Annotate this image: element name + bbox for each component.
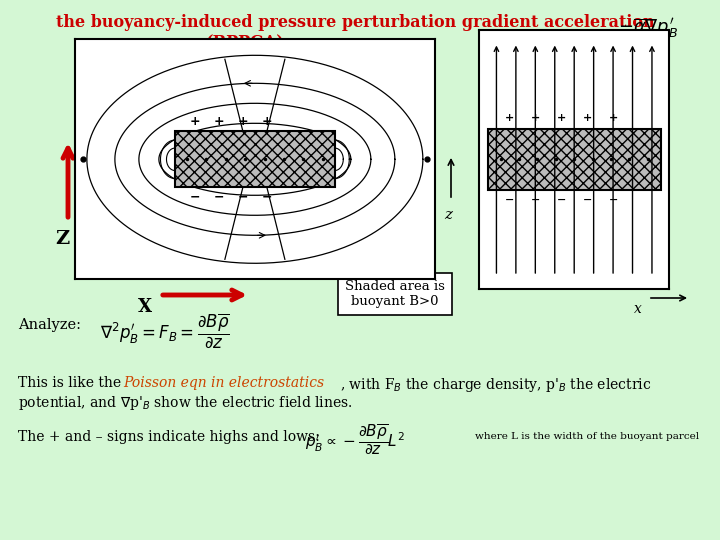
Text: z: z xyxy=(444,208,452,222)
Bar xyxy=(175,131,335,187)
Text: X: X xyxy=(138,298,152,316)
Text: Z: Z xyxy=(55,230,69,248)
Text: the buoyancy-induced pressure perturbation gradient acceleration: the buoyancy-induced pressure perturbati… xyxy=(55,14,654,31)
Text: +: + xyxy=(261,115,272,128)
Text: $\nabla^2 p_B^{\prime} =F_B= \dfrac{\partial B\overline{\rho}}{\partial z}$: $\nabla^2 p_B^{\prime} =F_B= \dfrac{\par… xyxy=(100,312,230,350)
Bar xyxy=(488,129,661,190)
Text: +: + xyxy=(189,115,200,128)
Text: −: − xyxy=(505,195,514,205)
Text: +: + xyxy=(214,115,224,128)
Bar xyxy=(488,129,661,190)
Text: +: + xyxy=(505,113,514,123)
Text: +: + xyxy=(238,115,248,128)
Bar xyxy=(175,131,335,187)
Text: Shaded area is
buoyant B>0: Shaded area is buoyant B>0 xyxy=(345,280,445,308)
Text: This is like the: This is like the xyxy=(18,376,125,390)
Text: +: + xyxy=(557,113,566,123)
Text: +: + xyxy=(582,113,592,123)
Text: −: − xyxy=(189,191,200,204)
Text: +: + xyxy=(608,113,618,123)
Text: −: − xyxy=(238,191,248,204)
Text: +: + xyxy=(531,113,540,123)
Text: −: − xyxy=(557,195,566,205)
Text: The + and – signs indicate highs and lows:: The + and – signs indicate highs and low… xyxy=(18,430,320,444)
Text: −: − xyxy=(531,195,540,205)
Text: where L is the width of the buoyant parcel: where L is the width of the buoyant parc… xyxy=(475,432,699,441)
Text: (BPPGA):: (BPPGA): xyxy=(206,34,290,51)
Text: $p_B^{\prime} \propto -\dfrac{\partial B\overline{\rho}}{\partial z}L^2$: $p_B^{\prime} \propto -\dfrac{\partial B… xyxy=(305,422,405,456)
Text: potential, and $\nabla$p'$_B$ show the electric field lines.: potential, and $\nabla$p'$_B$ show the e… xyxy=(18,394,353,412)
Text: Analyze:: Analyze: xyxy=(18,318,81,332)
Text: −: − xyxy=(608,195,618,205)
Text: −: − xyxy=(214,191,224,204)
Text: −: − xyxy=(582,195,592,205)
Text: Poisson eqn in electrostatics: Poisson eqn in electrostatics xyxy=(123,376,324,390)
Text: −: − xyxy=(261,191,272,204)
Text: , with F$_B$ the charge density, p'$_B$ the electric: , with F$_B$ the charge density, p'$_B$ … xyxy=(340,376,652,394)
Text: x: x xyxy=(634,302,642,316)
Text: $-\overline{\alpha}\nabla p_B^{\prime}$: $-\overline{\alpha}\nabla p_B^{\prime}$ xyxy=(618,16,678,39)
